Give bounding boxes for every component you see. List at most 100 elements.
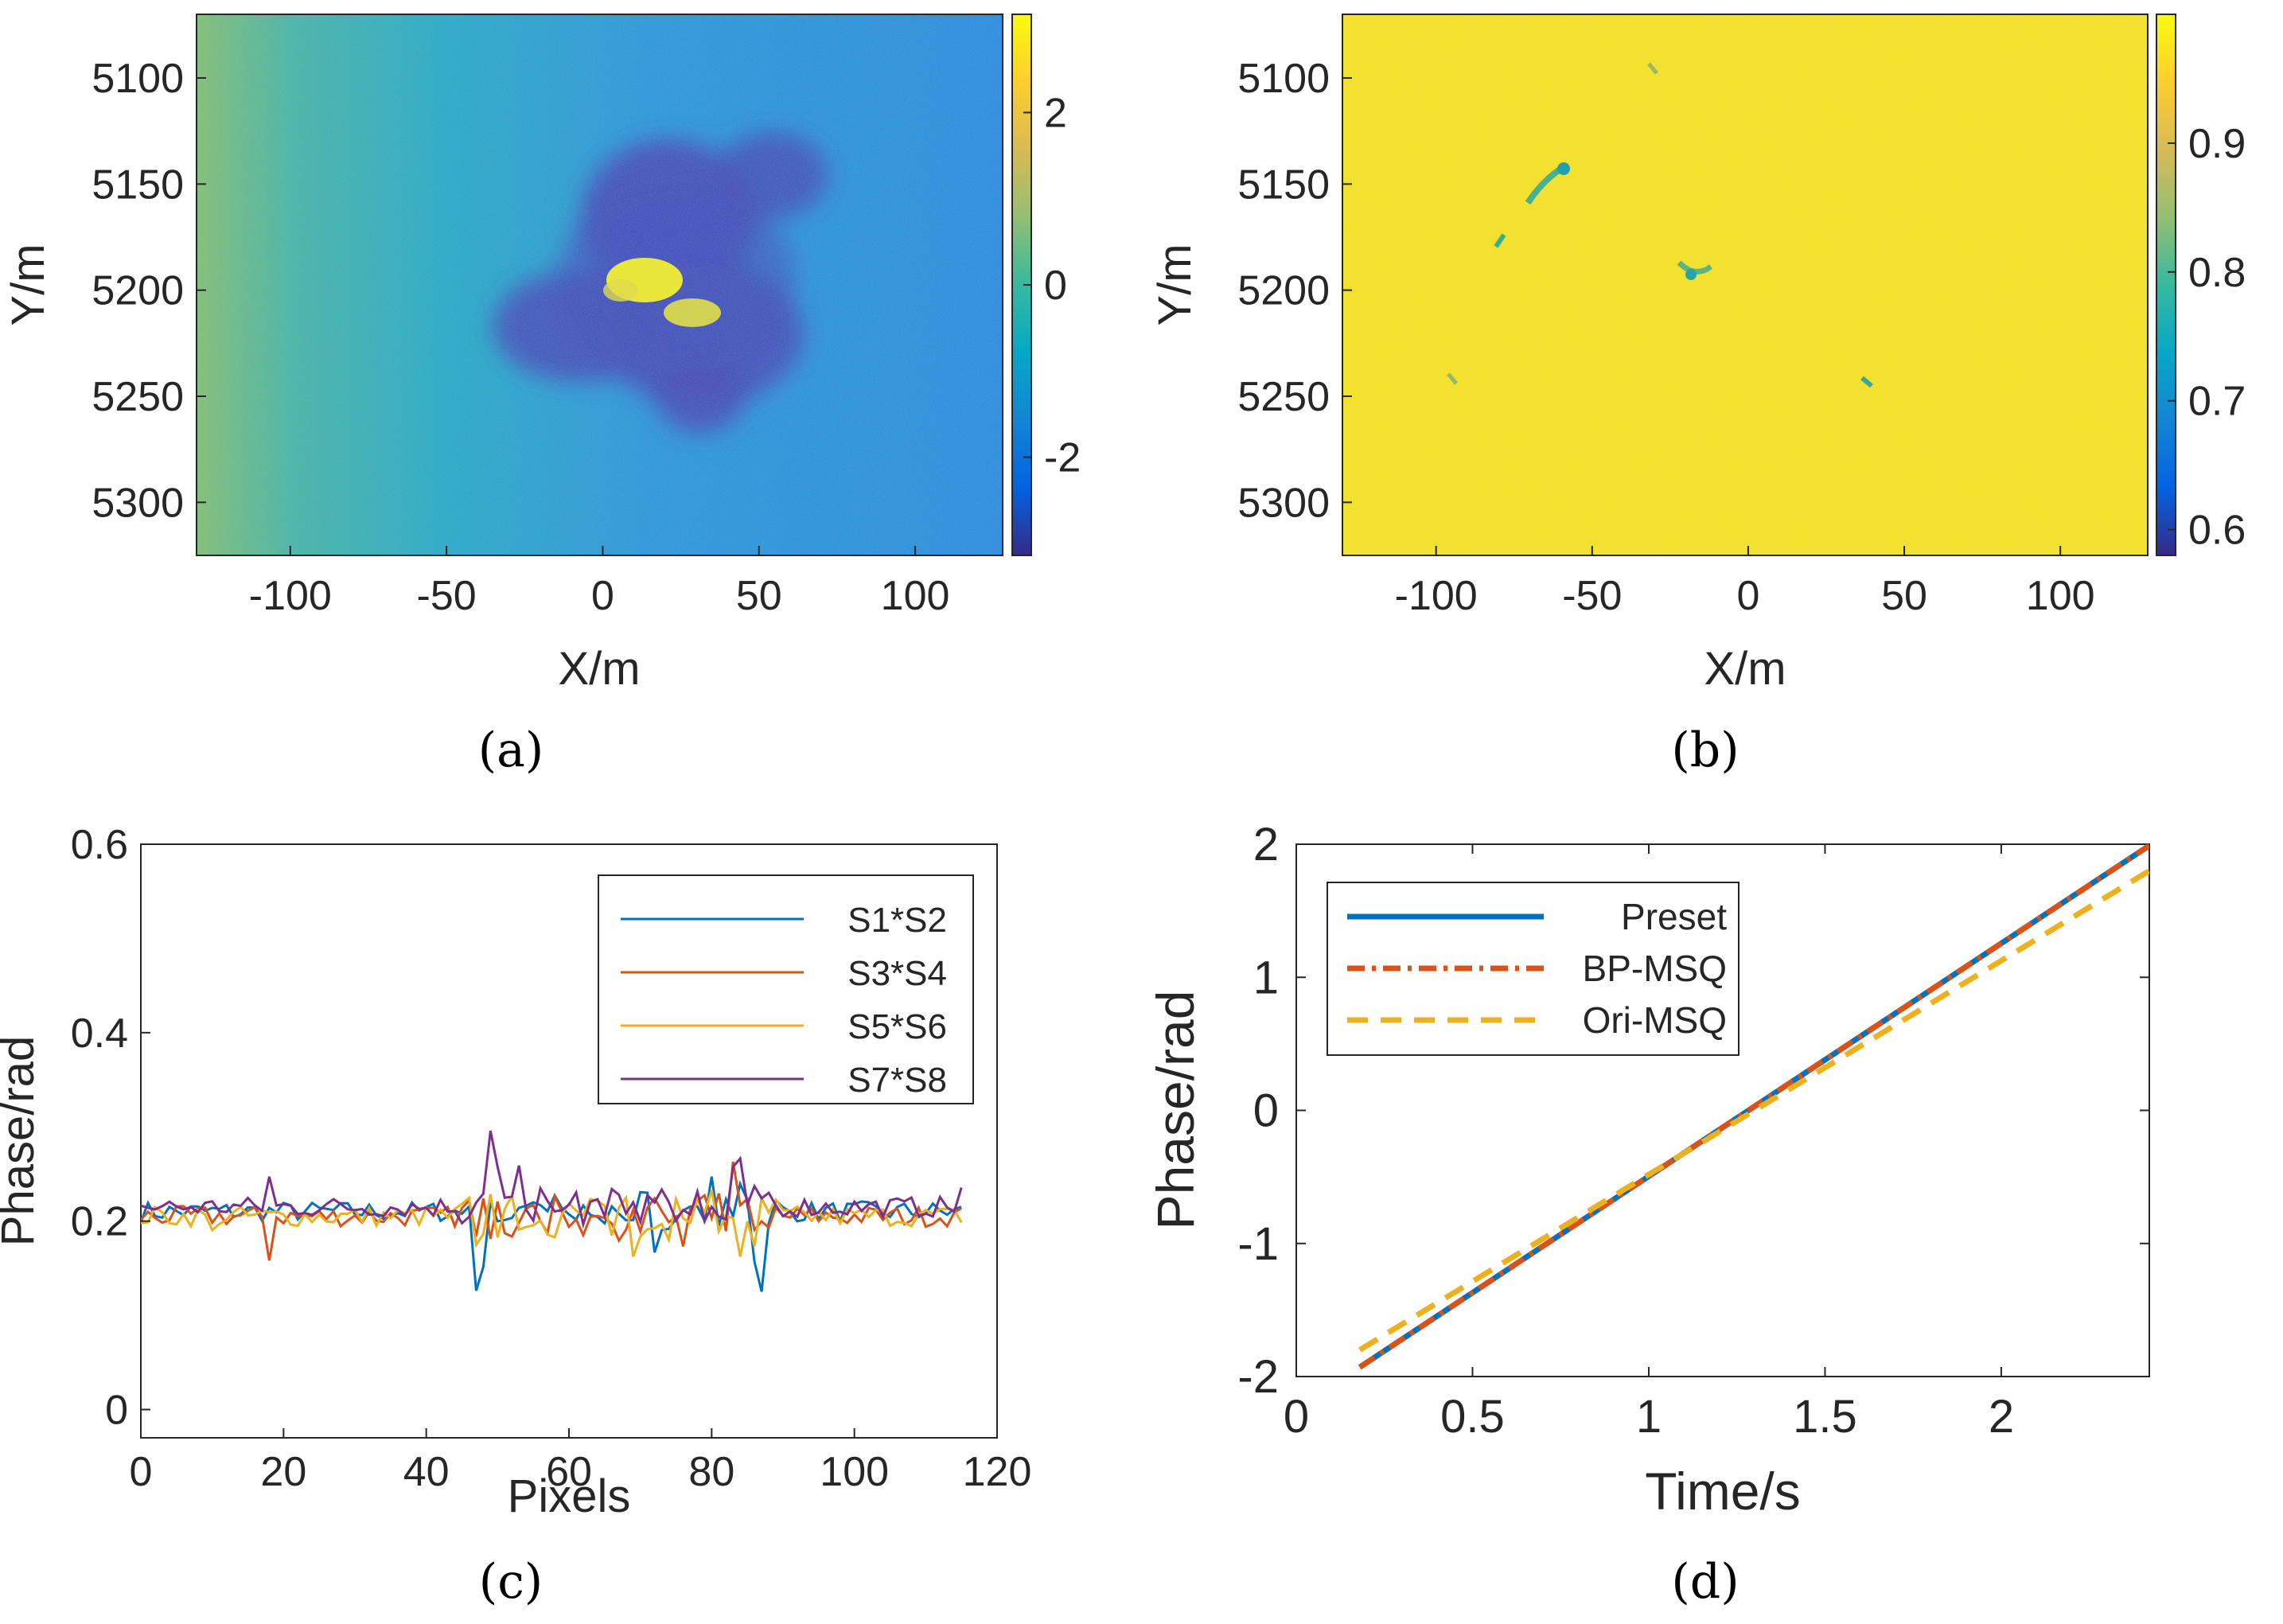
x-axis-label-d: Time/s: [1645, 1462, 1801, 1521]
colorbar-ticks-a: 2 0 -2: [1023, 90, 1081, 481]
x-axis-label-a: X/m: [558, 643, 640, 695]
colorbar-a: [1011, 14, 1032, 556]
phase-map-image: [197, 14, 1003, 555]
legend-label: Ori-MSQ: [1583, 999, 1727, 1041]
legend-box-c: [598, 874, 974, 1104]
series-line-bp-msq: [1358, 844, 2149, 1370]
y-tick-label: 5100: [1237, 56, 1330, 102]
y-tick-label: 0: [105, 1387, 128, 1433]
x-tick-label: 100: [881, 573, 950, 619]
tick-marks-d: [1295, 843, 2149, 1377]
y-tick-label: 5250: [1237, 374, 1330, 420]
y-tick-labels-b: 5100 5150 5200 5250 5300: [1237, 56, 1352, 526]
colorbar-tick-label: 0.7: [2188, 379, 2246, 425]
y-axis-label-d: Phase/rad: [1146, 991, 1205, 1230]
x-tick-label: 100: [820, 1449, 889, 1495]
y-tick-labels-c: 0 0.2 0.4 0.6: [71, 822, 150, 1433]
x-tick-label: 1: [1636, 1391, 1662, 1443]
coherence-noise: [1342, 14, 2148, 555]
x-tick-label: 0: [1736, 573, 1759, 619]
coherence-map-image: [1342, 14, 2148, 555]
y-tick-label: 0.6: [71, 822, 128, 868]
panel-a-phase-map: -100 -50 0 50 100 5100 5150 5200 5250 5300 X/m Y…: [2, 14, 1081, 778]
colorbar-ticks-b: 0.9 0.8 0.7 0.6: [2168, 121, 2246, 554]
y-tick-label: 2: [1253, 819, 1279, 870]
caption-c: (c): [479, 1554, 543, 1610]
axes-box-b: [1342, 14, 2149, 556]
x-tick-labels-b: -100 -50 0 50 100: [1395, 546, 2095, 619]
y-tick-label: 5300: [1237, 480, 1330, 526]
x-tick-label: 100: [2026, 573, 2095, 619]
caption-a: (a): [478, 722, 544, 778]
series-line-s5xs6: [141, 1190, 963, 1257]
x-axis-label-c: Pixels: [508, 1470, 631, 1522]
x-tick-labels-a: -100 -50 0 50 100: [249, 546, 950, 619]
legend-label: S7*S8: [847, 1061, 947, 1100]
x-tick-label: 120: [963, 1449, 1032, 1495]
x-tick-label: 1.5: [1793, 1391, 1857, 1443]
y-tick-label: 5150: [92, 162, 184, 208]
panel-b-coherence-map: -100 -50 0 50 100 5100 5150 5200 5250 5300 X/m Y…: [1149, 14, 2246, 778]
y-tick-label: 0.4: [71, 1011, 128, 1057]
x-tick-label: 60: [546, 1449, 592, 1495]
colorbar-tick-label: 2: [1044, 90, 1067, 136]
colorbar-tick-label: -2: [1044, 435, 1081, 481]
legend-d: Preset BP-MSQ Ori-MSQ: [1327, 882, 1740, 1056]
y-tick-label: -2: [1237, 1351, 1279, 1403]
x-tick-label: 80: [688, 1449, 734, 1495]
y-tick-labels-d: -2 -1 0 1 2: [1237, 819, 1279, 1403]
x-tick-label: 50: [736, 573, 782, 619]
x-tick-label: 2: [1989, 1391, 2014, 1443]
colorbar-tick-label: 0.9: [2188, 121, 2246, 167]
panel-d-phase-vs-time: 0 0.5 1 1.5 2 -2 -1 0 1 2 Time/s Phase/rad Prese…: [1146, 819, 2150, 1610]
caption-d: (d): [1671, 1554, 1739, 1610]
y-tick-label: 0.2: [71, 1199, 128, 1245]
colorbar-tick-label: 0.6: [2188, 508, 2246, 554]
series-line-s3xs4: [141, 1161, 962, 1261]
phase-noise: [197, 14, 1003, 555]
legend-c: S1*S2 S3*S4 S5*S6 S7*S8: [598, 874, 974, 1104]
x-tick-label: -50: [1562, 573, 1622, 619]
x-tick-label: 0: [130, 1449, 153, 1495]
legend-label: S5*S6: [847, 1007, 947, 1046]
y-tick-label: 5200: [92, 268, 184, 314]
x-tick-label: 40: [403, 1449, 450, 1495]
x-tick-label: -100: [1395, 573, 1478, 619]
y-tick-labels-a: 5100 5150 5200 5250 5300: [92, 56, 206, 526]
x-tick-label: -50: [417, 573, 477, 619]
legend-label: S1*S2: [847, 901, 947, 940]
caption-b: (b): [1671, 722, 1739, 778]
y-axis-label-c: Phase/rad: [0, 1036, 44, 1246]
y-tick-label: 5250: [92, 374, 184, 420]
y-tick-label: 5100: [92, 56, 184, 102]
legend-label: BP-MSQ: [1583, 948, 1727, 989]
y-tick-label: 5300: [92, 480, 184, 526]
series-line-s7xs8: [141, 1130, 963, 1229]
x-tick-label: 0: [1284, 1391, 1309, 1443]
y-axis-label-b: Y/m: [1149, 243, 1201, 325]
x-axis-label-b: X/m: [1704, 643, 1786, 695]
y-tick-label: 5200: [1237, 268, 1330, 314]
series-lines-d: [1358, 844, 2149, 1370]
legend-label: Preset: [1621, 896, 1727, 937]
colorbar-tick-label: 0: [1044, 263, 1067, 309]
x-tick-label: 0: [591, 573, 614, 619]
x-tick-label: 20: [260, 1449, 306, 1495]
colorbar-tick-label: 0.8: [2188, 250, 2246, 296]
y-tick-label: -1: [1237, 1218, 1279, 1270]
y-axis-label-a: Y/m: [2, 243, 54, 325]
x-tick-label: -100: [249, 573, 332, 619]
low-coherence-spots: [1447, 62, 1873, 388]
axes-box-a: [196, 14, 1003, 556]
legend-label: S3*S4: [847, 954, 947, 993]
panel-c-phase-lines: 0 20 40 60 80 100 120 0 0.2 0.4 0.6 Pixels Phase/…: [0, 822, 1031, 1610]
x-tick-labels-c: 0 20 40 60 80 100 120: [130, 1428, 1032, 1495]
y-tick-label: 5150: [1237, 162, 1330, 208]
y-tick-label: 1: [1253, 952, 1279, 1003]
series-lines-c: [141, 1130, 963, 1292]
colorbar-b: [2156, 14, 2176, 556]
x-tick-labels-d: 0 0.5 1 1.5 2: [1284, 1391, 2014, 1443]
x-tick-label: 0.5: [1440, 1391, 1505, 1443]
y-tick-label: 0: [1253, 1085, 1279, 1137]
